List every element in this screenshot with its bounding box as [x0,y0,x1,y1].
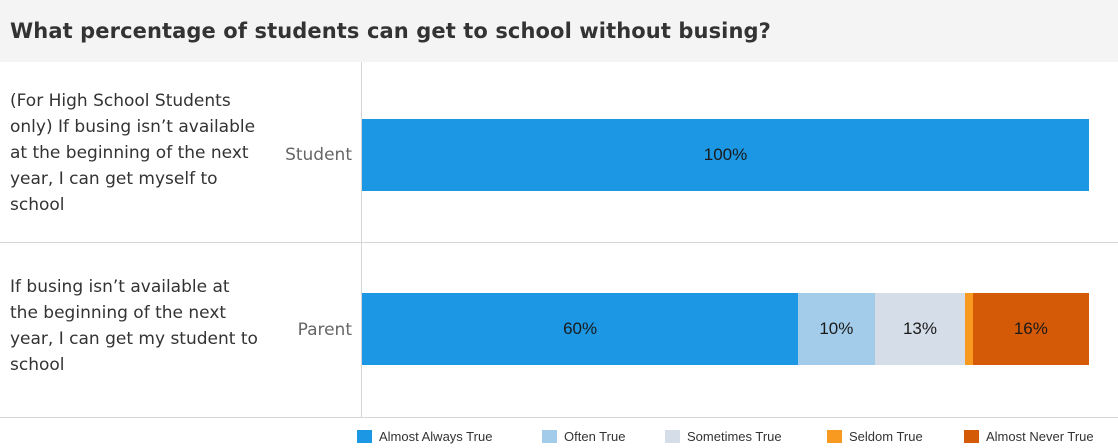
question-text-student: (For High School Students only) If busin… [10,88,262,218]
legend-swatch [542,430,557,443]
legend-label: Often True [564,429,625,445]
legend-label: Sometimes True [687,429,782,445]
title-bar: What percentage of students can get to s… [0,0,1118,62]
bar-segment-seldom-true[interactable] [965,293,972,365]
bar-parent: 60% 10% 13% 16% [362,293,1089,365]
row-label-student: Student [252,145,352,165]
legend-swatch [665,430,680,443]
legend-swatch [964,430,979,443]
row-divider [0,242,1118,243]
legend-swatch [827,430,842,443]
legend-swatch [357,430,372,443]
data-label: 10% [798,293,874,365]
row-label-parent: Parent [252,320,352,340]
data-label: 13% [875,293,966,365]
chart-title: What percentage of students can get to s… [10,19,771,43]
chart-bottom-line [0,417,1118,418]
legend-label: Almost Never True [986,429,1094,445]
data-label: 100% [362,119,1089,191]
data-label: 16% [973,293,1089,365]
legend: Almost Always True Often True Sometimes … [0,420,1118,448]
chart-area: (For High School Students only) If busin… [0,62,1118,448]
data-label: 60% [362,293,798,365]
question-text-parent: If busing isn’t available at the beginni… [10,274,262,378]
bar-student: 100% [362,119,1089,191]
legend-label: Almost Always True [379,429,492,445]
legend-label: Seldom True [849,429,923,445]
